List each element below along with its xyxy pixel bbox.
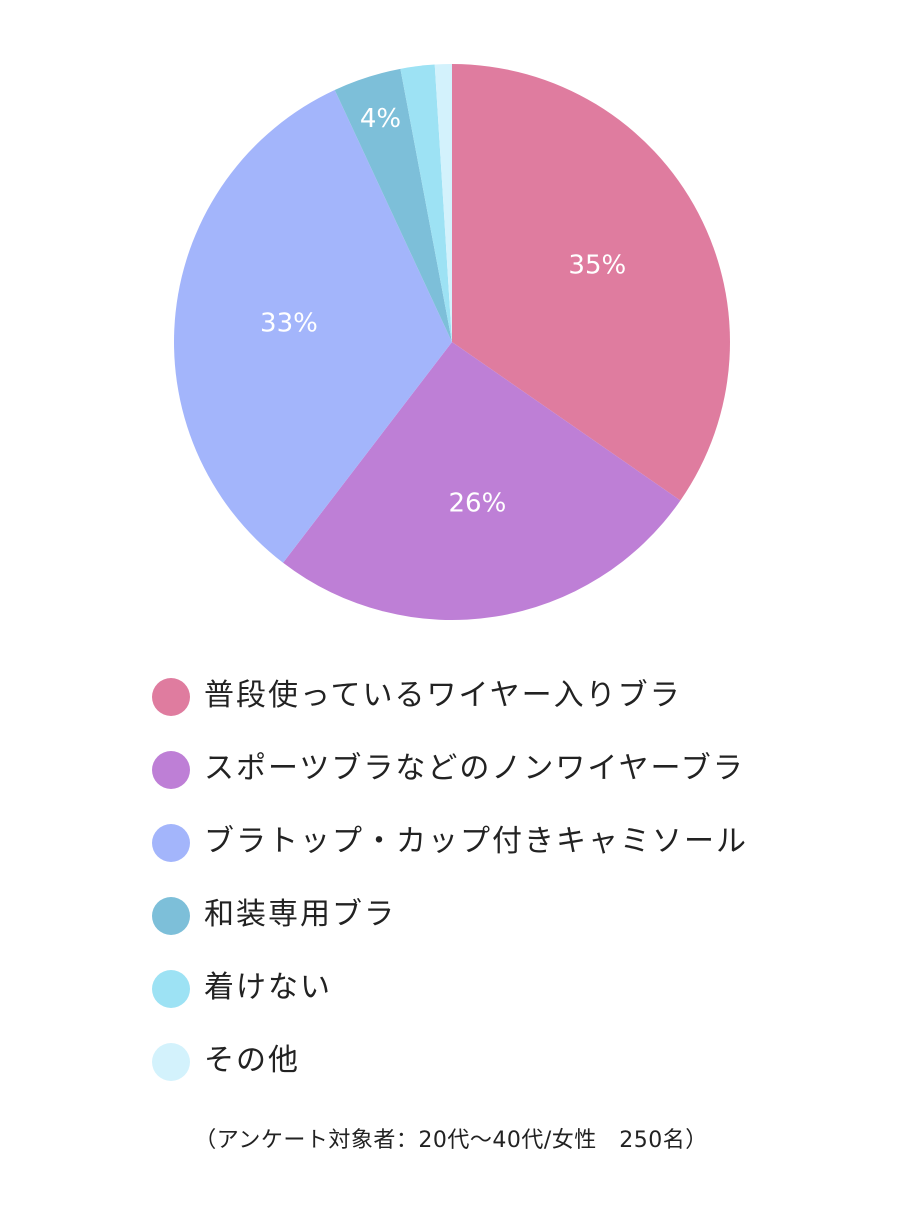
legend-item-5: 着けない (152, 965, 748, 1038)
legend-swatch-5 (152, 970, 190, 1008)
legend-item-2: スポーツブラなどのノンワイヤーブラ (152, 746, 748, 819)
legend-item-6: その他 (152, 1038, 748, 1111)
legend-label-5: 着けない (204, 970, 332, 1005)
legend-item-4: 和装専用ブラ (152, 892, 748, 965)
pie-slice-3 (173, 89, 452, 563)
legend-swatch-2 (152, 751, 190, 789)
pie-slice-5 (400, 64, 452, 342)
legend-swatch-6 (152, 1043, 190, 1081)
legend-item-1: 普段使っているワイヤー入りブラ (152, 673, 748, 746)
legend-swatch-1 (152, 678, 190, 716)
slice-label-4: 4% (360, 104, 401, 134)
slice-label-1: 35% (568, 250, 626, 280)
pie-chart: 35% 26% 33% 4% (173, 64, 730, 620)
pie-slice-2 (283, 342, 681, 620)
legend-label-6: その他 (204, 1043, 300, 1078)
legend-swatch-4 (152, 897, 190, 935)
slice-label-3: 33% (260, 309, 318, 339)
legend-label-2: スポーツブラなどのノンワイヤーブラ (204, 751, 745, 786)
legend-swatch-3 (152, 824, 190, 862)
survey-footnote: （アンケート対象者：20代〜40代/女性 250名） (194, 1128, 708, 1153)
pie-slice-4 (334, 68, 452, 343)
legend-label-4: 和装専用ブラ (204, 897, 396, 932)
chart-legend: 普段使っているワイヤー入りブラスポーツブラなどのノンワイヤーブラ ブラトップ・カッ… (152, 673, 748, 1111)
legend-label-3: ブラトップ・カップ付きキャミソール (204, 824, 748, 859)
legend-item-3: ブラトップ・カップ付きキャミソール (152, 819, 748, 892)
pie-slice-1 (452, 64, 730, 501)
legend-label-1: 普段使っているワイヤー入りブラ (204, 678, 682, 713)
pie-slice-6 (434, 64, 452, 342)
slice-label-2: 26% (449, 489, 507, 519)
